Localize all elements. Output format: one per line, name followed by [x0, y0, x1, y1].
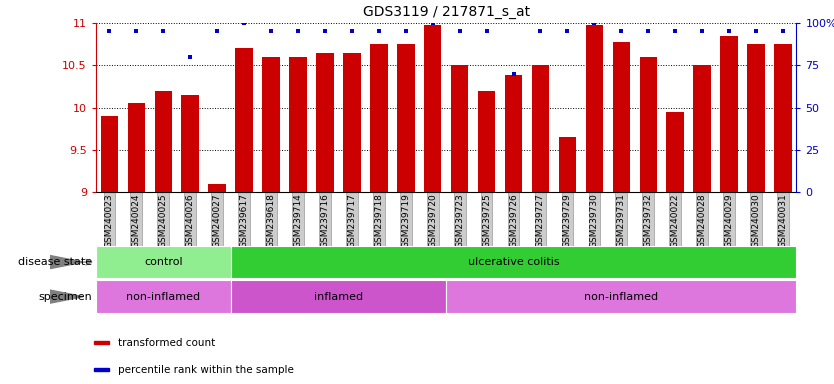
Bar — [424, 25, 441, 192]
Polygon shape — [50, 290, 83, 303]
Bar — [96, 280, 231, 313]
Point — [157, 28, 170, 35]
Point — [722, 28, 736, 35]
Text: non-inflamed: non-inflamed — [126, 291, 200, 302]
Text: transformed count: transformed count — [118, 338, 215, 348]
Bar — [93, 368, 109, 371]
Bar — [96, 246, 231, 278]
Point — [560, 28, 574, 35]
Bar — [666, 112, 684, 192]
Text: ulcerative colitis: ulcerative colitis — [468, 257, 560, 267]
Text: disease state: disease state — [18, 257, 92, 267]
Point — [291, 28, 304, 35]
Bar — [154, 91, 172, 192]
Bar — [446, 280, 796, 313]
Bar — [505, 75, 522, 192]
Bar — [397, 44, 414, 192]
Bar — [93, 341, 109, 344]
Bar — [182, 95, 199, 192]
Bar — [747, 44, 765, 192]
Point — [103, 28, 116, 35]
Bar — [585, 25, 603, 192]
Bar — [101, 116, 118, 192]
Point — [426, 20, 440, 26]
Point — [372, 28, 385, 35]
Bar — [231, 246, 796, 278]
Point — [534, 28, 547, 35]
Bar — [559, 137, 576, 192]
Text: inflamed: inflamed — [314, 291, 363, 302]
Point — [319, 28, 332, 35]
Point — [696, 28, 709, 35]
Bar — [478, 91, 495, 192]
Point — [183, 54, 197, 60]
Text: control: control — [144, 257, 183, 267]
Point — [776, 28, 790, 35]
Bar — [693, 65, 711, 192]
Bar — [774, 44, 791, 192]
Bar — [721, 36, 738, 192]
Bar — [208, 184, 226, 192]
Point — [507, 71, 520, 77]
Text: non-inflamed: non-inflamed — [585, 291, 658, 302]
Bar — [451, 65, 469, 192]
Bar — [289, 57, 307, 192]
Text: specimen: specimen — [38, 291, 92, 302]
Point — [750, 28, 763, 35]
Point — [453, 28, 466, 35]
Bar — [532, 65, 550, 192]
Bar — [640, 57, 657, 192]
Title: GDS3119 / 217871_s_at: GDS3119 / 217871_s_at — [363, 5, 530, 19]
Bar — [262, 57, 280, 192]
Bar — [235, 48, 253, 192]
Point — [641, 28, 655, 35]
Bar — [316, 53, 334, 192]
Point — [210, 28, 224, 35]
Bar — [231, 280, 446, 313]
Point — [238, 20, 251, 26]
Bar — [612, 41, 631, 192]
Bar — [370, 44, 388, 192]
Point — [399, 28, 413, 35]
Point — [615, 28, 628, 35]
Point — [480, 28, 493, 35]
Text: percentile rank within the sample: percentile rank within the sample — [118, 364, 294, 375]
Point — [264, 28, 278, 35]
Point — [588, 20, 601, 26]
Point — [129, 28, 143, 35]
Polygon shape — [50, 256, 83, 269]
Point — [345, 28, 359, 35]
Point — [669, 28, 682, 35]
Bar — [343, 53, 360, 192]
Bar — [128, 103, 145, 192]
